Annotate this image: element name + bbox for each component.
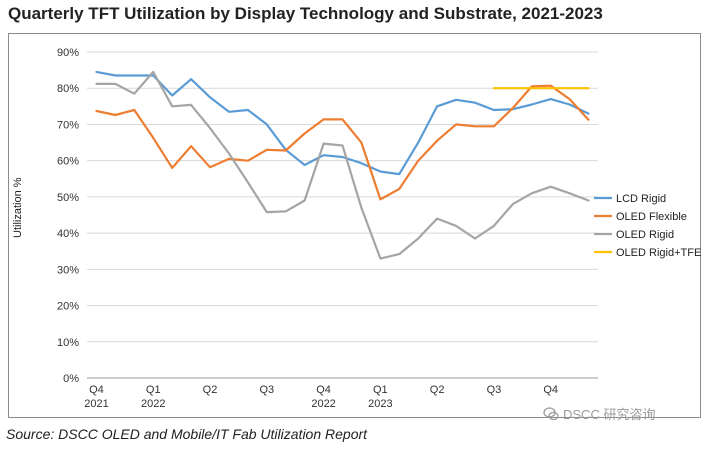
- y-tick-label: 90%: [57, 47, 79, 59]
- x-tick-label: Q2: [430, 384, 445, 396]
- x-tick-label: Q3: [487, 384, 502, 396]
- legend-label: OLED Rigid: [616, 229, 674, 241]
- y-tick-label: 60%: [57, 156, 79, 168]
- x-tick-label: Q1: [373, 384, 388, 396]
- x-tick-year-label: 2022: [311, 398, 335, 410]
- y-tick-label: 40%: [57, 228, 79, 240]
- x-tick-label: Q1: [146, 384, 161, 396]
- source-note: Source: DSCC OLED and Mobile/IT Fab Util…: [6, 426, 368, 442]
- x-tick-year-label: 2022: [141, 398, 165, 410]
- y-tick-label: 0%: [63, 373, 79, 385]
- x-tick-year-label: 2021: [84, 398, 108, 410]
- y-tick-label: 20%: [57, 301, 79, 313]
- series-line-oled-flexible: [95, 84, 590, 201]
- x-tick-year-label: 2023: [368, 398, 392, 410]
- x-tick-label: Q3: [259, 384, 274, 396]
- watermark: DSCC 研究咨询: [543, 404, 655, 423]
- x-tick-label: Q4: [89, 384, 104, 396]
- legend-label: LCD Rigid: [616, 193, 666, 205]
- y-tick-label: 70%: [57, 119, 79, 131]
- series-line-lcd-rigid: [95, 70, 590, 176]
- x-tick-label: Q2: [203, 384, 218, 396]
- y-tick-label: 80%: [57, 83, 79, 95]
- series-line-oled-rigid: [95, 70, 590, 260]
- legend-label: OLED Rigid+TFE: [616, 247, 701, 259]
- y-tick-label: 10%: [57, 337, 79, 349]
- wechat-logo-icon: [543, 406, 559, 422]
- watermark-text: DSCC 研究咨询: [563, 407, 656, 422]
- x-tick-label: Q4: [543, 384, 558, 396]
- chart-frame: [8, 33, 701, 418]
- y-tick-label: 50%: [57, 192, 79, 204]
- y-tick-label: 30%: [57, 264, 79, 276]
- legend-label: OLED Flexible: [616, 211, 687, 223]
- x-tick-label: Q4: [316, 384, 331, 396]
- chart-title: Quarterly TFT Utilization by Display Tec…: [8, 4, 603, 23]
